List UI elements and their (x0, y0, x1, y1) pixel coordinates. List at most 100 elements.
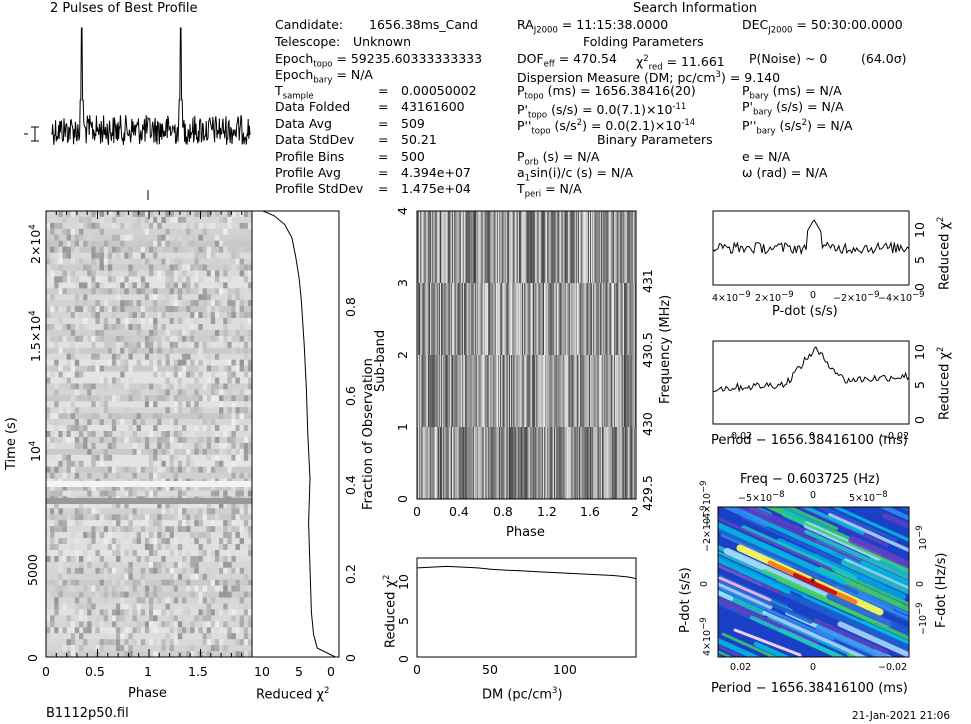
time-phase-cell (91, 288, 96, 295)
subband-cell (592, 211, 594, 283)
subband-cell (479, 283, 481, 355)
time-phase-cell (153, 294, 158, 301)
time-phase-cell (194, 425, 199, 432)
subband-cell (634, 427, 636, 499)
time-phase-cell (99, 413, 104, 420)
time-phase-cell (58, 264, 63, 271)
time-phase-cell (194, 318, 199, 325)
time-phase-cell (153, 252, 158, 259)
subband-cell (552, 355, 554, 427)
time-phase-cell (107, 276, 113, 283)
subband-cell (522, 427, 524, 499)
subband-cell (481, 355, 483, 427)
time-phase-cell (87, 555, 92, 563)
time-phase-cell (79, 216, 84, 224)
time-phase-cell (95, 276, 100, 283)
time-phase-cell (214, 353, 220, 361)
time-phase-cell (239, 407, 244, 414)
ppdot-stripe (721, 507, 769, 527)
time-phase-cell (46, 365, 51, 372)
per-ytick-1: 5 (912, 381, 927, 389)
time-phase-cell (206, 437, 212, 444)
time-phase-cell (99, 460, 104, 468)
time-phase-cell (107, 544, 113, 551)
subband-cell (447, 211, 449, 283)
time-phase-cell (214, 258, 220, 265)
time-phase-cell (99, 532, 104, 539)
subband-cell (524, 283, 526, 355)
time-phase-cell (144, 246, 150, 254)
subband-cell (523, 355, 525, 427)
subband-cell (633, 427, 635, 499)
time-phase-cell (116, 502, 121, 509)
time-phase-cell (153, 216, 158, 224)
time-phase-cell (235, 252, 240, 259)
subband-cell (539, 283, 541, 355)
time-phase-cell (83, 550, 88, 557)
time-phase-cell (173, 639, 179, 646)
time-phase-cell (70, 258, 76, 265)
time-phase-cell (198, 425, 203, 432)
subband-cell (476, 355, 478, 427)
asini: a1sin(i)/c (s) = N/A (517, 166, 633, 186)
time-phase-cell (177, 371, 183, 378)
subband-cell (609, 283, 611, 355)
time-phase-cell (231, 448, 236, 456)
time-phase-cell (50, 538, 55, 545)
time-phase-cell (214, 555, 220, 563)
subband-cell (456, 355, 458, 427)
subband-cell (574, 427, 576, 499)
subband-cell (627, 211, 629, 283)
time-phase-cell (202, 282, 207, 289)
pnoise: P(Noise) ~ 0 (749, 51, 828, 66)
subband-cell (617, 283, 619, 355)
time-phase-cell (206, 532, 212, 539)
time-phase-cell (206, 615, 212, 622)
time-phase-cell (186, 264, 191, 271)
subband-cell (588, 355, 590, 427)
subband-cell (606, 211, 608, 283)
time-phase-cell (99, 270, 104, 277)
time-phase-cell (157, 466, 162, 474)
time-phase-cell (161, 460, 166, 468)
subband-cell (613, 355, 615, 427)
time-phase-cell (227, 341, 232, 349)
time-phase-cell (182, 466, 187, 474)
time-phase-row (46, 502, 252, 509)
subband-cell (503, 355, 505, 427)
time-phase-cell (243, 276, 249, 283)
profile-series-line (51, 27, 251, 145)
subband-cell (491, 211, 493, 283)
time-phase-cell (165, 520, 170, 527)
time-phase-cell (70, 383, 76, 390)
subband-cell (619, 283, 621, 355)
time-phase-cell (136, 579, 141, 587)
subband-cell (626, 355, 628, 427)
time-phase-cell (74, 526, 80, 533)
pp-ytick-4-base: −4×10 (702, 492, 714, 527)
time-phase-cell (231, 431, 236, 438)
time-phase-cell (235, 419, 240, 426)
time-phase-cell (247, 532, 252, 539)
cf-ytick-4: 0.8 (343, 297, 358, 317)
time-phase-cell (62, 431, 67, 438)
subband-cell (454, 283, 456, 355)
time-phase-cell (116, 252, 121, 259)
time-phase-cell (70, 484, 76, 491)
subband-cell (462, 211, 465, 283)
time-phase-cell (219, 395, 224, 402)
time-phase-cell (239, 365, 244, 372)
time-phase-cell (202, 425, 207, 432)
subband-cell (501, 283, 503, 355)
time-phase-cell (177, 407, 183, 414)
ppdot-stripe (753, 641, 791, 657)
subband-cell (622, 355, 624, 427)
subband-cell (518, 283, 520, 355)
time-phase-cell (194, 276, 199, 283)
time-phase-plot (45, 210, 253, 658)
subband-cell (548, 211, 550, 283)
time-phase-cell (111, 609, 117, 616)
time-phase-cell (227, 532, 232, 539)
subband-cell (556, 211, 558, 283)
subband-cell (519, 427, 522, 499)
